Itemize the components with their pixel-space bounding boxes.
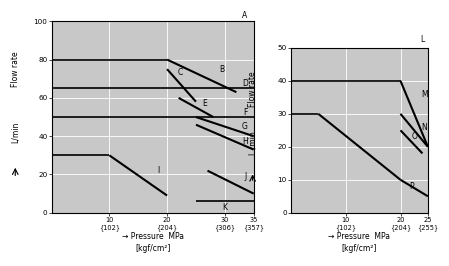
Text: B: B	[220, 65, 224, 74]
Text: O: O	[411, 132, 417, 142]
Text: A: A	[242, 11, 248, 20]
Text: Flow rate: Flow rate	[248, 71, 257, 107]
Text: Flow rate: Flow rate	[11, 51, 20, 87]
X-axis label: → Pressure  MPa
[kgf/cm²]: → Pressure MPa [kgf/cm²]	[328, 232, 391, 253]
Text: L: L	[420, 35, 425, 44]
X-axis label: → Pressure  MPa
[kgf/cm²]: → Pressure MPa [kgf/cm²]	[122, 232, 184, 253]
Text: F: F	[243, 108, 247, 117]
Text: P: P	[409, 182, 414, 191]
Text: L/min: L/min	[11, 122, 20, 143]
Text: D: D	[242, 79, 248, 88]
Text: E: E	[202, 99, 207, 108]
Text: H: H	[242, 138, 248, 147]
Text: N: N	[421, 123, 427, 132]
Text: J: J	[244, 172, 246, 181]
Text: C: C	[178, 68, 183, 77]
Text: K: K	[222, 202, 227, 211]
Text: M: M	[421, 90, 427, 99]
Text: G: G	[242, 122, 248, 131]
Text: I: I	[157, 166, 159, 175]
Text: L /min: L /min	[248, 132, 257, 155]
